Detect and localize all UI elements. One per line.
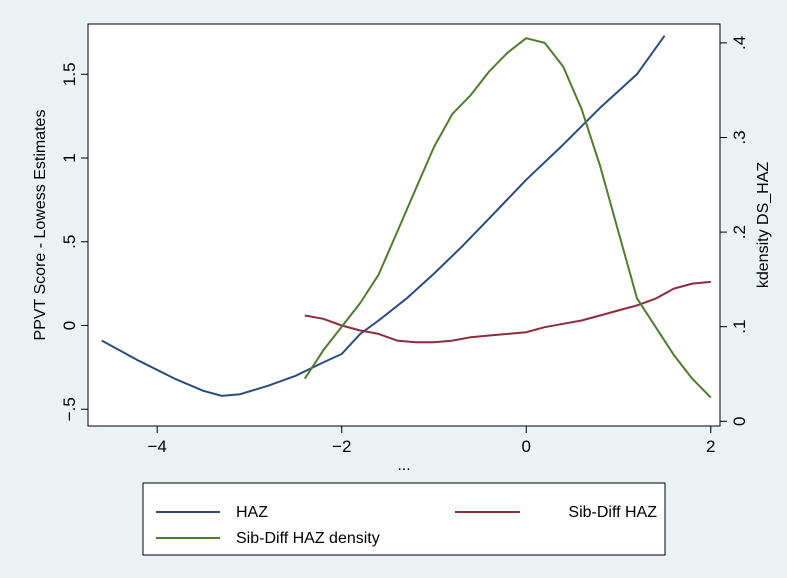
legend-label-1: Sib-Diff HAZ [568,504,657,521]
x-tick-label-1: −2 [332,437,351,456]
x-tick-label-3: 2 [706,437,715,456]
y-right-tick-label-3: .3 [730,130,749,144]
x-tick-label-0: −4 [148,437,167,456]
y-left-tick-label-2: .5 [60,235,79,249]
y-right-tick-label-1: .1 [730,320,749,334]
y-left-tick-label-3: 1 [60,153,79,162]
x-tick-label-2: 0 [522,437,531,456]
y-right-tick-label-2: .2 [730,225,749,239]
y-left-tick-label-4: 1.5 [60,62,79,86]
x-axis-label: ... [397,457,410,474]
series-line-2 [303,37,712,399]
y-axis-left-label: PPVT Score - Lowess Estimates [32,110,49,341]
legend-label-0: HAZ [236,504,268,521]
y-right-tick-label-4: .4 [730,36,749,50]
legend-box [142,482,666,556]
plot-area [87,23,721,427]
series-line-1 [304,280,711,344]
y-axis-right-label: kdensity DS_HAZ [755,162,772,288]
y-left-tick-label-1: 0 [60,321,79,330]
legend-label-2: Sib-Diff HAZ density [236,530,380,547]
series-line-0 [101,35,666,397]
y-left-tick-label-0: −.5 [60,397,79,421]
y-right-tick-label-0: 0 [730,417,749,426]
